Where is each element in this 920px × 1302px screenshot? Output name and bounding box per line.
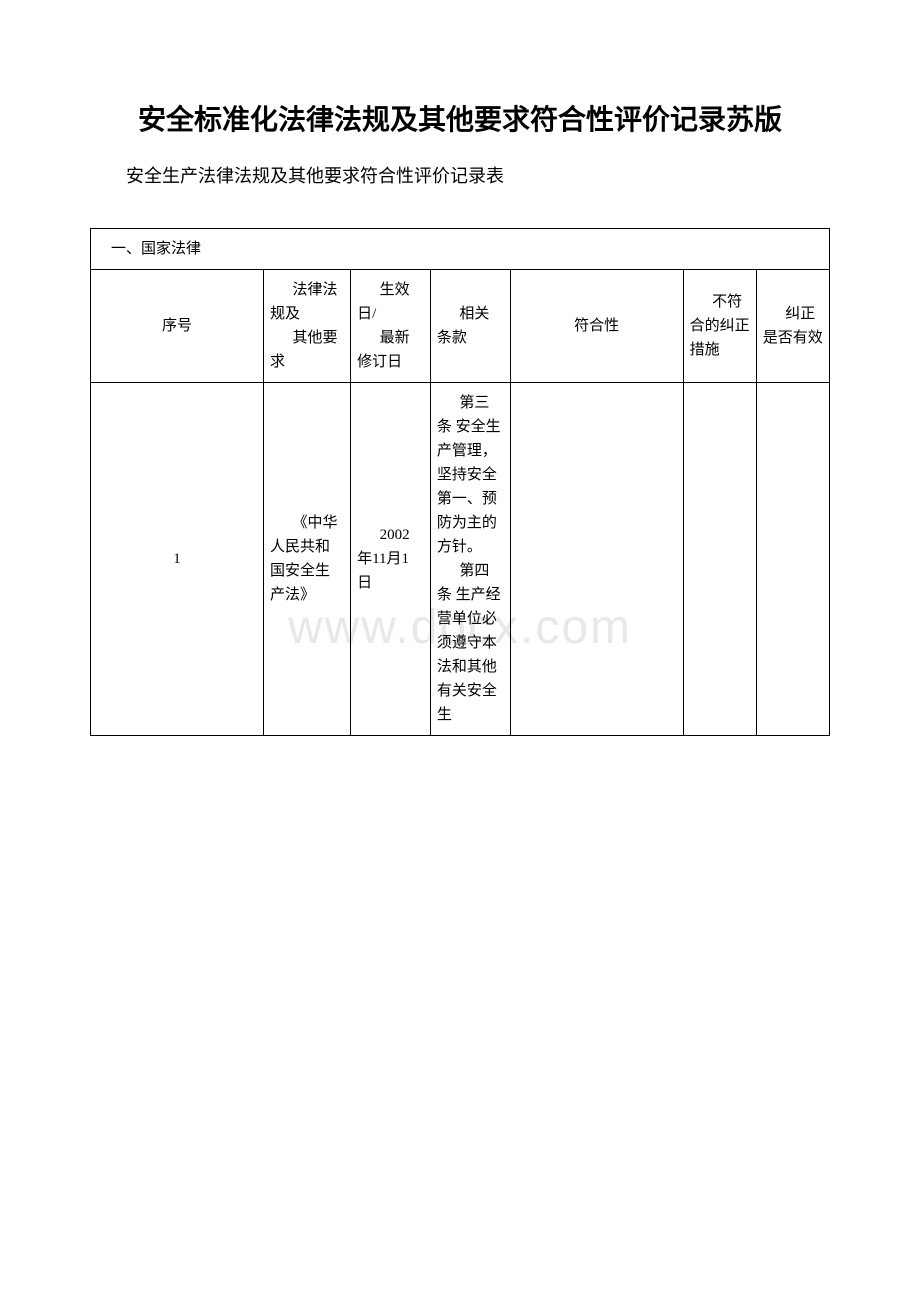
cell-date-text: 2002年11月1日 [357, 523, 424, 595]
header-measure: 不符合的纠正措施 [683, 270, 756, 383]
section-header-row: 一、国家法律 [91, 229, 830, 270]
cell-clause-p1: 第三条 安全生产管理，坚持安全第一、预防为主的方针。 [437, 391, 504, 559]
document-title: 安全标准化法律法规及其他要求符合性评价记录苏版 [90, 100, 830, 142]
header-law: 法律法规及 其他要求 [263, 270, 350, 383]
header-effective-text: 纠正是否有效 [763, 302, 823, 350]
header-date-line2: 最新修订日 [357, 326, 424, 374]
header-date: 生效日/ 最新修订日 [351, 270, 431, 383]
cell-clause: 第三条 安全生产管理，坚持安全第一、预防为主的方针。 第四条 生产经营单位必须遵… [430, 383, 510, 736]
cell-clause-p2: 第四条 生产经营单位必须遵守本法和其他有关安全生 [437, 559, 504, 727]
cell-seq: 1 [91, 383, 264, 736]
header-clause-text: 相关条款 [437, 302, 504, 350]
header-clause: 相关条款 [430, 270, 510, 383]
table-row: 1 《中华人民共和国安全生产法》 2002年11月1日 第三条 安全生产管理，坚… [91, 383, 830, 736]
table-header-row: 序号 法律法规及 其他要求 生效日/ 最新修订日 相关条款 符合性 不符合的纠正… [91, 270, 830, 383]
cell-effective [756, 383, 829, 736]
header-law-line2: 其他要求 [270, 326, 344, 374]
cell-measure [683, 383, 756, 736]
cell-law-text: 《中华人民共和国安全生产法》 [270, 511, 344, 607]
document-subtitle: 安全生产法律法规及其他要求符合性评价记录表 [90, 162, 830, 188]
cell-date: 2002年11月1日 [351, 383, 431, 736]
section-header-cell: 一、国家法律 [91, 229, 830, 270]
header-law-line1: 法律法规及 [270, 278, 344, 326]
cell-compliance [510, 383, 683, 736]
header-measure-text: 不符合的纠正措施 [690, 290, 750, 362]
header-compliance: 符合性 [510, 270, 683, 383]
header-seq: 序号 [91, 270, 264, 383]
header-date-line1: 生效日/ [357, 278, 424, 326]
compliance-table: 一、国家法律 序号 法律法规及 其他要求 生效日/ 最新修订日 相关条款 符合性… [90, 228, 830, 736]
header-effective: 纠正是否有效 [756, 270, 829, 383]
cell-law: 《中华人民共和国安全生产法》 [263, 383, 350, 736]
